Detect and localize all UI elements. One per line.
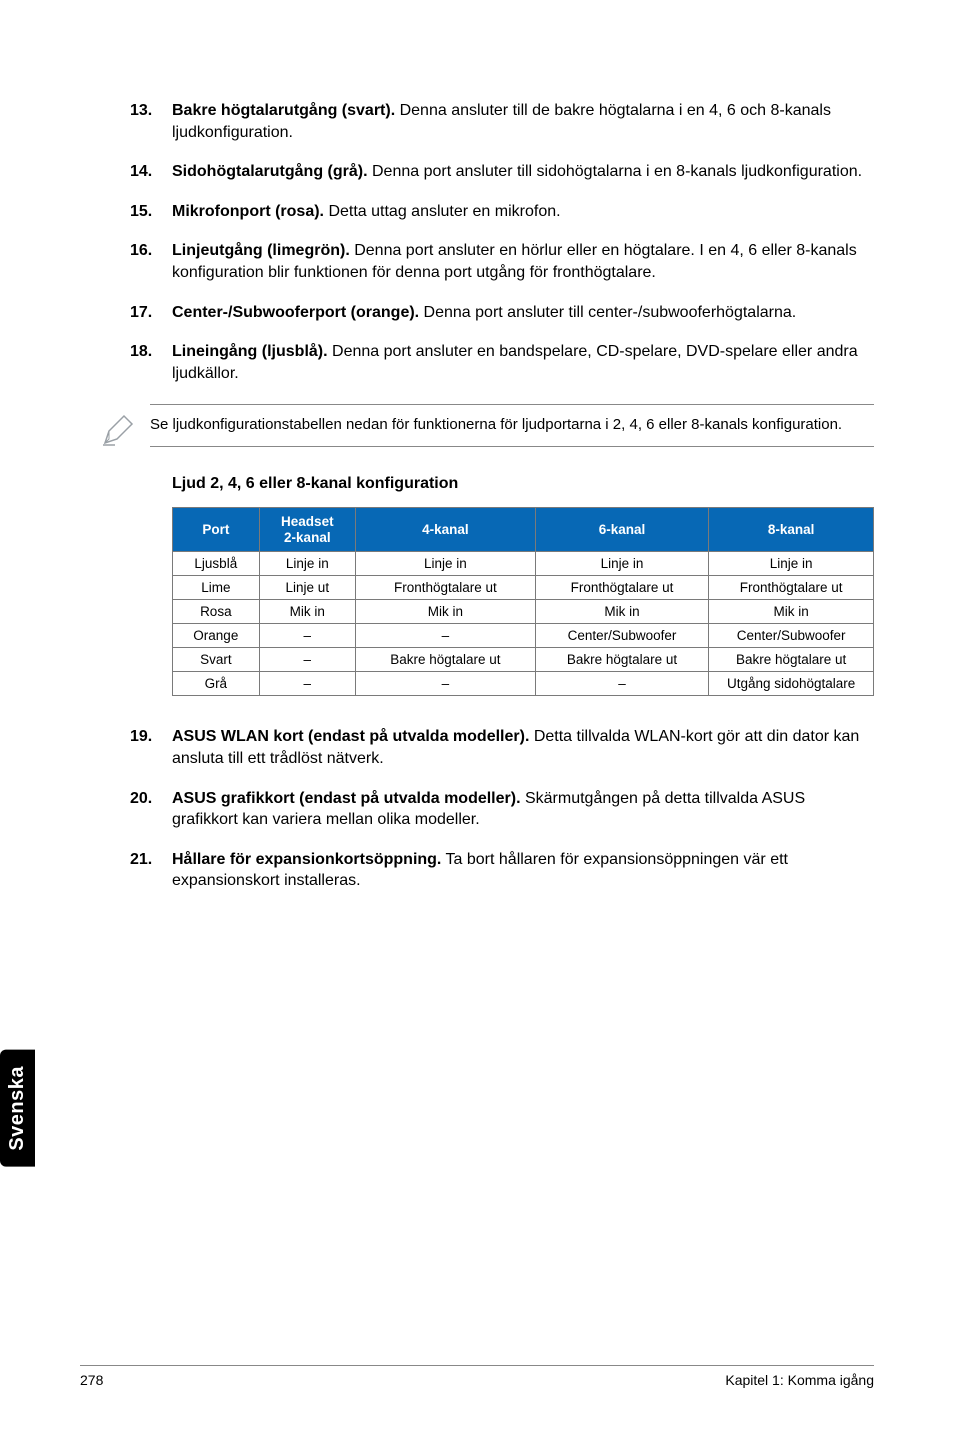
table-cell: Svart (173, 648, 260, 672)
list-item: 14.Sidohögtalarutgång (grå). Denna port … (130, 161, 874, 183)
item-body: ASUS WLAN kort (endast på utvalda modell… (172, 726, 874, 769)
page-number: 278 (80, 1372, 103, 1388)
note-text: Se ljudkonfigurationstabellen nedan för … (150, 404, 874, 446)
table-cell: Rosa (173, 600, 260, 624)
item-lead: ASUS grafikkort (endast på utvalda model… (172, 790, 521, 807)
table-cell: Bakre högtalare ut (535, 648, 709, 672)
item-number: 19. (130, 726, 172, 769)
table-header: 8-kanal (709, 508, 874, 552)
item-number: 17. (130, 302, 172, 324)
page-footer: 278 Kapitel 1: Komma igång (80, 1365, 874, 1388)
item-lead: Center-/Subwooferport (orange). (172, 304, 419, 321)
table-cell: – (355, 624, 535, 648)
table-cell: – (259, 672, 355, 696)
list-item: 21.Hållare för expansionkortsöppning. Ta… (130, 849, 874, 892)
item-number: 18. (130, 341, 172, 384)
chapter-label: Kapitel 1: Komma igång (725, 1372, 874, 1388)
table-cell: Mik in (535, 600, 709, 624)
pencil-icon (100, 404, 150, 453)
item-lead: Hållare för expansionkortsöppning. (172, 851, 441, 868)
item-number: 20. (130, 788, 172, 831)
table-cell: Orange (173, 624, 260, 648)
list-item: 17.Center-/Subwooferport (orange). Denna… (130, 302, 874, 324)
table-cell: Linje in (709, 552, 874, 576)
table-cell: Utgång sidohögtalare (709, 672, 874, 696)
list-item: 15.Mikrofonport (rosa). Detta uttag ansl… (130, 201, 874, 223)
table-cell: Linje in (259, 552, 355, 576)
table-cell: – (259, 624, 355, 648)
table-cell: Ljusblå (173, 552, 260, 576)
table-cell: Bakre högtalare ut (355, 648, 535, 672)
table-cell: Linje in (535, 552, 709, 576)
item-number: 15. (130, 201, 172, 223)
list-item: 20.ASUS grafikkort (endast på utvalda mo… (130, 788, 874, 831)
table-cell: – (259, 648, 355, 672)
table-cell: Mik in (709, 600, 874, 624)
list-item: 18.Lineingång (ljusblå). Denna port ansl… (130, 341, 874, 384)
list-item: 16.Linjeutgång (limegrön). Denna port an… (130, 240, 874, 283)
table-cell: Linje ut (259, 576, 355, 600)
item-body: Bakre högtalarutgång (svart). Denna ansl… (172, 100, 874, 143)
item-body: Lineingång (ljusblå). Denna port anslute… (172, 341, 874, 384)
item-number: 14. (130, 161, 172, 183)
table-cell: Center/Subwoofer (535, 624, 709, 648)
item-rest: Detta uttag ansluter en mikrofon. (324, 203, 561, 220)
table-row: RosaMik inMik inMik inMik in (173, 600, 874, 624)
table-row: Svart–Bakre högtalare utBakre högtalare … (173, 648, 874, 672)
audio-config-table: PortHeadset2-kanal4-kanal6-kanal8-kanalL… (172, 507, 874, 696)
item-body: Linjeutgång (limegrön). Denna port anslu… (172, 240, 874, 283)
table-cell: Fronthögtalare ut (709, 576, 874, 600)
table-cell: Grå (173, 672, 260, 696)
item-body: ASUS grafikkort (endast på utvalda model… (172, 788, 874, 831)
list-item: 13.Bakre högtalarutgång (svart). Denna a… (130, 100, 874, 143)
table-cell: Bakre högtalare ut (709, 648, 874, 672)
table-cell: Lime (173, 576, 260, 600)
table-title: Ljud 2, 4, 6 eller 8-kanal konfiguration (172, 475, 874, 493)
table-header: 6-kanal (535, 508, 709, 552)
list-item: 19.ASUS WLAN kort (endast på utvalda mod… (130, 726, 874, 769)
language-tab: Svenska (0, 1050, 35, 1167)
item-rest: Denna port ansluter till center-/subwoof… (419, 304, 796, 321)
table-cell: Mik in (259, 600, 355, 624)
item-number: 21. (130, 849, 172, 892)
table-header: 4-kanal (355, 508, 535, 552)
table-cell: Linje in (355, 552, 535, 576)
item-body: Mikrofonport (rosa). Detta uttag anslute… (172, 201, 874, 223)
table-row: LjusblåLinje inLinje inLinje inLinje in (173, 552, 874, 576)
list-top: 13.Bakre högtalarutgång (svart). Denna a… (130, 100, 874, 384)
item-body: Center-/Subwooferport (orange). Denna po… (172, 302, 874, 324)
table-row: Orange––Center/SubwooferCenter/Subwoofer (173, 624, 874, 648)
table-cell: – (535, 672, 709, 696)
table-cell: Mik in (355, 600, 535, 624)
item-rest: Denna port ansluter till sidohögtalarna … (368, 163, 863, 180)
table-cell: Fronthögtalare ut (535, 576, 709, 600)
table-row: LimeLinje utFronthögtalare utFronthögtal… (173, 576, 874, 600)
list-bottom: 19.ASUS WLAN kort (endast på utvalda mod… (130, 726, 874, 892)
item-lead: ASUS WLAN kort (endast på utvalda modell… (172, 728, 529, 745)
item-number: 16. (130, 240, 172, 283)
item-body: Hållare för expansionkortsöppning. Ta bo… (172, 849, 874, 892)
table-header: Headset2-kanal (259, 508, 355, 552)
item-lead: Sidohögtalarutgång (grå). (172, 163, 368, 180)
table-cell: – (355, 672, 535, 696)
item-lead: Linjeutgång (limegrön). (172, 242, 350, 259)
item-lead: Mikrofonport (rosa). (172, 203, 324, 220)
item-number: 13. (130, 100, 172, 143)
note-block: Se ljudkonfigurationstabellen nedan för … (130, 404, 874, 453)
item-body: Sidohögtalarutgång (grå). Denna port ans… (172, 161, 874, 183)
item-lead: Bakre högtalarutgång (svart). (172, 102, 395, 119)
table-header: Port (173, 508, 260, 552)
table-row: Grå–––Utgång sidohögtalare (173, 672, 874, 696)
table-cell: Fronthögtalare ut (355, 576, 535, 600)
table-cell: Center/Subwoofer (709, 624, 874, 648)
item-lead: Lineingång (ljusblå). (172, 343, 328, 360)
